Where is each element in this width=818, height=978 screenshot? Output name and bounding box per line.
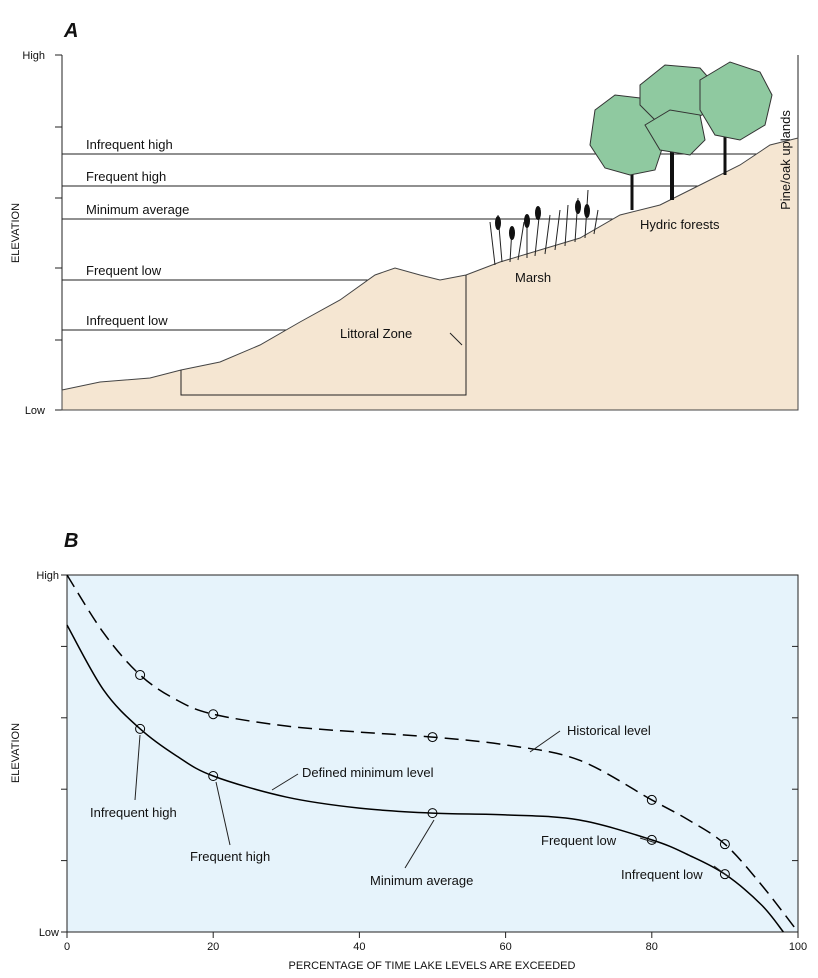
x-tick-label: 60 (499, 941, 511, 953)
leader-line (271, 773, 299, 791)
panel-a: A High Low ELEVATION (10, 20, 799, 417)
y-low-label: Low (25, 405, 45, 417)
leader-line (215, 781, 231, 846)
data-point (719, 839, 730, 850)
series-line (66, 574, 799, 933)
leader-line (134, 734, 141, 801)
x-tick-label: 20 (207, 941, 219, 953)
annotation: Minimum average (370, 873, 473, 888)
leader-line (404, 819, 435, 869)
data-point (135, 669, 146, 680)
zone-label: Marsh (515, 270, 551, 285)
data-point (427, 808, 438, 819)
zone-label: Pine/oak uplands (778, 110, 793, 210)
leader (449, 332, 463, 346)
plot-area (66, 574, 799, 933)
cattails (495, 200, 590, 240)
annotation: Frequent high (190, 849, 270, 864)
level-label: Minimum average (86, 202, 189, 217)
series-label: Historical level (567, 723, 651, 738)
leader-line (639, 837, 657, 844)
x-tick-label: 80 (646, 941, 658, 953)
zone-labels: Littoral Zone Marsh Hydric forests Pine/oak… (340, 110, 793, 341)
y-axis-label: ELEVATION (10, 723, 22, 783)
data-point (427, 732, 438, 743)
panel-label: B (64, 530, 78, 552)
y-axis-label: ELEVATION (10, 203, 22, 263)
data-point (719, 869, 730, 880)
annotation: Frequent low (541, 833, 617, 848)
terrain (61, 137, 799, 411)
zone-label: Littoral Zone (340, 326, 412, 341)
panel-label: A (63, 20, 78, 42)
data-point (135, 723, 146, 734)
x-tick-label: 100 (789, 941, 807, 953)
x-tick-label: 40 (353, 941, 365, 953)
level-label: Frequent low (86, 263, 162, 278)
zone-label: Hydric forests (640, 217, 720, 232)
level-label: Infrequent low (86, 313, 168, 328)
y-tick-label: Low (39, 927, 59, 939)
y-high-label: High (22, 50, 45, 62)
level-label: Frequent high (86, 169, 166, 184)
series-label: Defined minimum level (302, 765, 434, 780)
data-point (208, 709, 219, 720)
panel-b: B PERCENTAGE OF TIME LAKE LEVELS ARE EXC… (10, 530, 807, 972)
level-label: Infrequent high (86, 137, 173, 152)
annotation: Infrequent low (621, 867, 703, 882)
leader-line (713, 865, 730, 878)
leader-line (529, 730, 561, 753)
x-tick-label: 0 (64, 941, 70, 953)
tree-canopies (589, 61, 773, 176)
annotation: Infrequent high (90, 805, 177, 820)
littoral-bracket (180, 275, 467, 396)
data-point (208, 770, 219, 781)
y-tick-label: High (36, 570, 59, 582)
series-line (66, 624, 784, 933)
x-axis-label: PERCENTAGE OF TIME LAKE LEVELS ARE EXCEE… (289, 960, 576, 972)
data-point (646, 794, 657, 805)
